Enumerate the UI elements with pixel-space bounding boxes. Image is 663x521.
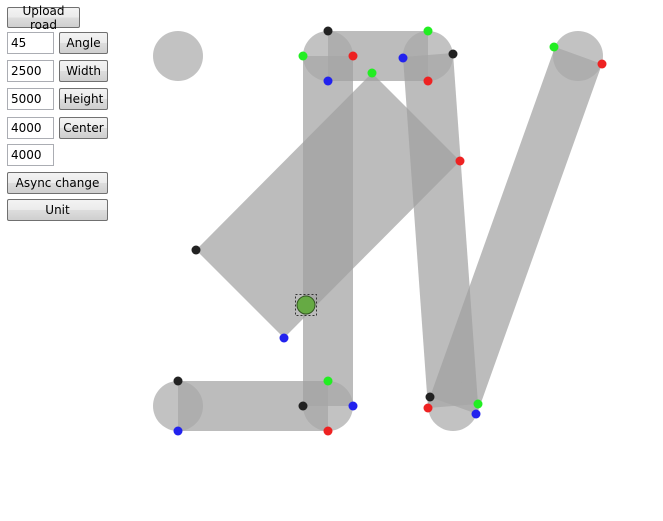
handle-blue[interactable] <box>471 409 481 419</box>
handle-black[interactable] <box>323 26 333 36</box>
handle-blue[interactable] <box>323 76 333 86</box>
selection-box <box>295 294 317 316</box>
node-top-left[interactable] <box>303 31 353 81</box>
handle-green[interactable] <box>473 399 483 409</box>
handle-green[interactable] <box>549 42 559 52</box>
center-marker[interactable] <box>296 295 316 315</box>
handle-blue[interactable] <box>398 53 408 63</box>
handle-green[interactable] <box>323 376 333 386</box>
handle-black[interactable] <box>191 245 201 255</box>
handle-green[interactable] <box>423 26 433 36</box>
road-segments <box>178 31 602 431</box>
handle-black[interactable] <box>298 401 308 411</box>
road-segment-diagonal-square[interactable] <box>196 73 460 338</box>
height-input[interactable] <box>7 88 54 110</box>
handle-red[interactable] <box>423 76 433 86</box>
angle-input[interactable] <box>7 32 54 54</box>
width-input[interactable] <box>7 60 54 82</box>
handle-blue[interactable] <box>173 426 183 436</box>
angle-button[interactable]: Angle <box>59 32 108 54</box>
upload-road-button[interactable]: Upload road <box>7 4 80 32</box>
node-bottom-left[interactable] <box>153 381 203 431</box>
handle-red[interactable] <box>323 426 333 436</box>
width-button[interactable]: Width <box>59 60 108 82</box>
handle-black[interactable] <box>448 49 458 59</box>
handle-red[interactable] <box>348 51 358 61</box>
node-bottom-center[interactable] <box>303 381 353 431</box>
handle-red[interactable] <box>597 59 607 69</box>
handle-green[interactable] <box>298 51 308 61</box>
handle-blue[interactable] <box>348 401 358 411</box>
height-button[interactable]: Height <box>59 88 108 110</box>
node-far-right[interactable] <box>553 31 603 81</box>
handle-blue[interactable] <box>279 333 289 343</box>
node-bottom-right[interactable] <box>428 381 478 431</box>
road-end-caps <box>153 31 603 431</box>
node-top-right[interactable] <box>403 31 453 81</box>
isolated-node[interactable] <box>153 31 203 81</box>
center-y-input[interactable] <box>7 144 54 166</box>
selected-node[interactable] <box>295 294 317 316</box>
handle-black[interactable] <box>173 376 183 386</box>
road-segment-right-diagonal[interactable] <box>430 47 602 414</box>
async-change-button[interactable]: Async change <box>7 172 108 194</box>
handle-green[interactable] <box>367 68 377 78</box>
handle-red[interactable] <box>455 156 465 166</box>
control-handles <box>173 26 607 436</box>
center-button[interactable]: Center <box>59 117 108 139</box>
handle-red[interactable] <box>423 403 433 413</box>
unit-button[interactable]: Unit <box>7 199 108 221</box>
center-x-input[interactable] <box>7 117 54 139</box>
handle-black[interactable] <box>425 392 435 402</box>
